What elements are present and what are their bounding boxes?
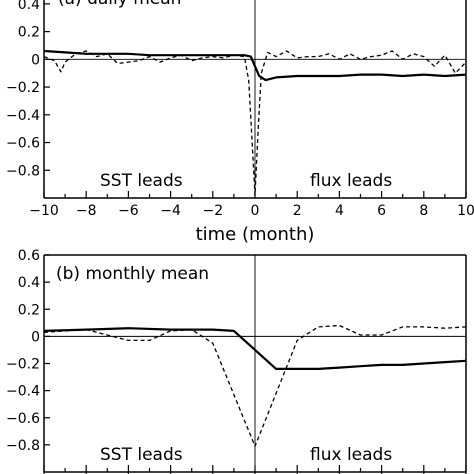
panel-a-y-tick-label: 0.4	[18, 0, 40, 13]
panel-b-annotation-sst-leads: SST leads	[100, 445, 183, 465]
panel-b-y-tick-label: 0	[31, 329, 40, 345]
panel-a-x-tick-label: 4	[335, 203, 344, 219]
panel-b-y-tick-label: −0.8	[6, 438, 40, 454]
panel-a-x-tick-label: −6	[118, 203, 139, 219]
panel-a-annotation-sst-leads: SST leads	[100, 171, 183, 191]
panel-a-x-tick-label: −2	[202, 203, 223, 219]
panel-b-y-tick-label: −0.2	[6, 357, 40, 373]
panel-a-x-tick-label: −4	[160, 203, 181, 219]
panel-a-x-tick-label: 8	[419, 203, 428, 219]
panel-a-x-tick-label: −10	[29, 203, 59, 219]
panel-b-y-tick-label: 0.6	[18, 248, 40, 264]
panel-a-y-tick-label: 0	[31, 52, 40, 68]
panel-b-title: (b) monthly mean	[56, 264, 209, 284]
panel-b-y-tick-label: 0.2	[18, 302, 40, 318]
panel-a-y-tick-label: −0.2	[6, 80, 40, 96]
panel-b: 0.6 0.4 0.2 0 −0.2 −0.4 −0.6 −0.8 (b) monthly m…	[6, 248, 467, 474]
panel-a-y-tick-label: −0.6	[6, 136, 40, 152]
panel-b-series-solid-line	[43, 327, 467, 370]
panel-a-x-tick-label: 2	[293, 203, 302, 219]
panel-a: 0.4 0.2 0 −0.2 −0.4 −0.6 −0.8 −10 −8 −6 −4 −2 0 2 4 6 8 1…	[6, 0, 474, 245]
panel-b-y-tick-label: 0.4	[18, 275, 40, 291]
panel-a-x-axis-title: time (month)	[196, 224, 315, 245]
panel-a-y-tick-label: −0.8	[6, 163, 40, 179]
panel-b-y-tick-label: −0.4	[6, 384, 40, 400]
panel-b-plot-area: 0.6 0.4 0.2 0 −0.2 −0.4 −0.6 −0.8	[6, 248, 467, 474]
panel-a-x-tick-label: −8	[76, 203, 97, 219]
panel-a-series-solid-line	[43, 49, 467, 82]
panel-a-y-tick-label: 0.2	[18, 25, 40, 41]
panel-a-x-tick-label: 0	[251, 203, 260, 219]
panel-a-x-tick-label: 10	[457, 203, 474, 219]
panel-b-annotation-flux-leads: flux leads	[310, 445, 392, 465]
panel-b-y-tick-label: −0.6	[6, 411, 40, 427]
panel-a-series-dashed-line	[43, 50, 467, 196]
panel-a-y-tick-label: −0.4	[6, 108, 40, 124]
panel-b-series-dashed-line	[43, 324, 467, 447]
panel-a-title: (a) daily mean	[58, 0, 181, 9]
panel-a-x-tick-label: 6	[377, 203, 386, 219]
panel-a-annotation-flux-leads: flux leads	[310, 171, 392, 191]
panel-a-plot-area: 0.4 0.2 0 −0.2 −0.4 −0.6 −0.8 −10 −8 −6 −4 −2 0 2 4 6 8 1…	[6, 0, 474, 219]
